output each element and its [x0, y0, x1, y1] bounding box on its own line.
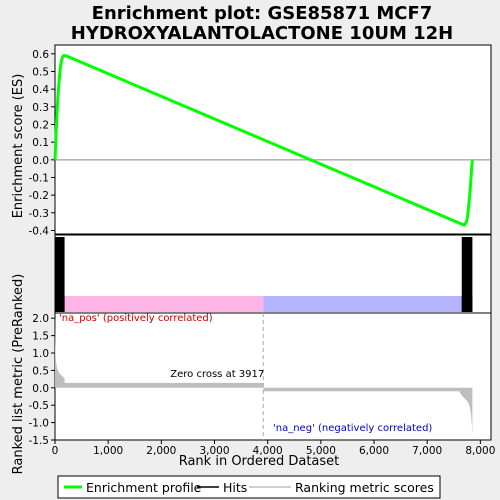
es-y-tick-label: 0.0 [32, 155, 49, 167]
es-plot-area [54, 44, 492, 235]
metric-y-tick-label: -1.5 [29, 435, 50, 447]
es-y-tick-label: -0.2 [29, 190, 50, 202]
es-y-tick-label: -0.1 [29, 172, 50, 184]
metric-y-tick-label: 1.5 [32, 331, 49, 343]
metric-y-tick-label: -0.5 [29, 400, 50, 412]
es-y-axis-label: Enrichment score (ES) [11, 74, 26, 219]
zero-cross-annotation: Zero cross at 3917 [170, 369, 264, 380]
x-tick-label: 4,000 [253, 445, 283, 457]
metric-y-tick-label: -1.0 [29, 418, 50, 430]
legend-es-label: Enrichment profile [86, 480, 202, 495]
x-tick-label: 8,000 [465, 445, 495, 457]
x-tick-label: 7,000 [412, 445, 442, 457]
hit-lines [461, 237, 473, 312]
x-axis-label: Rank in Ordered Dataset [179, 454, 340, 469]
legend-metric-label: Ranking metric scores [295, 480, 434, 495]
legend: Enrichment profile Hits Ranking metric s… [57, 475, 441, 499]
legend-hits-label: Hits [223, 480, 247, 495]
es-y-tick-label: -0.4 [29, 225, 50, 237]
es-y-tick-label: -0.3 [29, 208, 50, 220]
x-tick-label: 1,000 [93, 445, 123, 457]
es-y-tick-label: 0.2 [32, 119, 49, 131]
metric-plot-area [54, 312, 492, 441]
x-tick-label: 2,000 [146, 445, 176, 457]
positive-correlation-annotation: 'na_pos' (positively correlated) [59, 313, 213, 324]
metric-y-tick-label: 2.0 [32, 313, 49, 325]
es-panel: -0.4 -0.3 -0.2 -0.1 0.0 0.1 0.2 0.3 0.4 0.5 0.6 [29, 44, 492, 237]
hit-lines [55, 237, 65, 312]
metric-y-axis-label: Ranked list metric (PreRanked) [11, 274, 26, 475]
positive-rank-band [55, 296, 264, 312]
negative-rank-band [263, 296, 473, 312]
metric-panel: -1.5 -1.0 -0.5 0.0 0.5 1.0 1.5 2.0 0 1,000 2,000 3,… [29, 312, 495, 457]
es-profile-line [53, 54, 474, 227]
metric-y-tick-label: 0.0 [32, 383, 49, 395]
negative-correlation-annotation: 'na_neg' (negatively correlated) [273, 423, 432, 434]
hits-panel [54, 234, 492, 314]
chart-title-line-1: Enrichment plot: GSE85871 MCF7 [92, 3, 433, 24]
es-y-tick-label: 0.3 [32, 102, 49, 114]
es-y-tick-label: 0.5 [32, 66, 49, 78]
es-y-tick-label: 0.1 [32, 137, 49, 149]
metric-y-tick-label: 0.5 [32, 365, 49, 377]
es-y-tick-label: 0.6 [32, 49, 49, 61]
es-y-tick-label: 0.4 [32, 84, 49, 96]
x-tick-label: 5,000 [306, 445, 336, 457]
x-tick-label: 0 [52, 445, 59, 457]
x-tick-label: 6,000 [359, 445, 389, 457]
metric-y-tick-label: 1.0 [32, 348, 49, 360]
x-tick-label: 3,000 [199, 445, 229, 457]
chart-title-line-2: HYDROXYALANTOLACTONE 10UM 12H [71, 23, 454, 44]
